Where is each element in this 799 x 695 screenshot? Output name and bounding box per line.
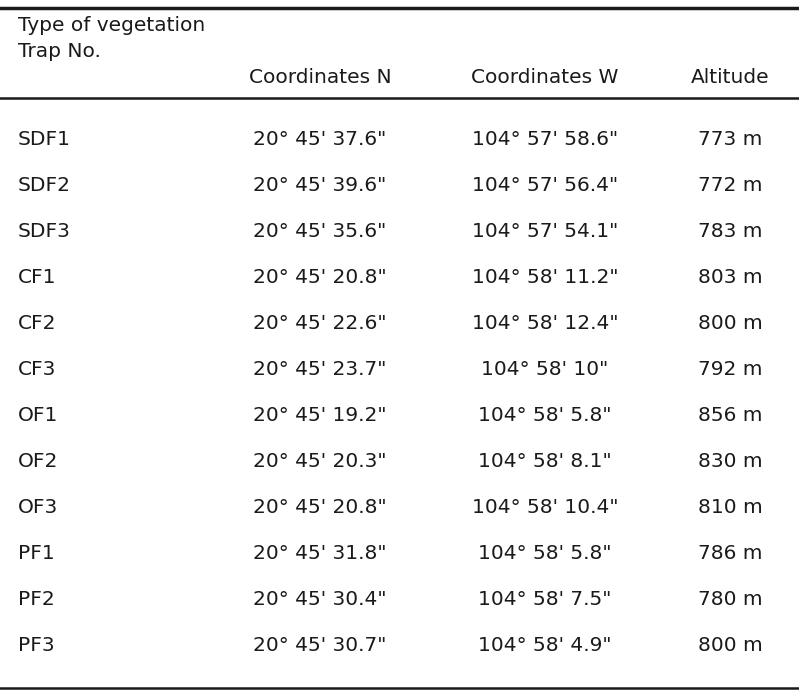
Text: 20° 45' 37.6": 20° 45' 37.6": [253, 130, 387, 149]
Text: 104° 58' 4.9": 104° 58' 4.9": [479, 636, 612, 655]
Text: PF2: PF2: [18, 590, 55, 609]
Text: 792 m: 792 m: [698, 360, 762, 379]
Text: 772 m: 772 m: [698, 176, 762, 195]
Text: 20° 45' 22.6": 20° 45' 22.6": [253, 314, 387, 333]
Text: PF1: PF1: [18, 544, 55, 563]
Text: SDF3: SDF3: [18, 222, 71, 241]
Text: 803 m: 803 m: [698, 268, 762, 287]
Text: 20° 45' 30.4": 20° 45' 30.4": [253, 590, 387, 609]
Text: 104° 58' 7.5": 104° 58' 7.5": [479, 590, 612, 609]
Text: Coordinates W: Coordinates W: [471, 68, 618, 87]
Text: OF2: OF2: [18, 452, 58, 471]
Text: 20° 45' 20.8": 20° 45' 20.8": [253, 268, 387, 287]
Text: 20° 45' 23.7": 20° 45' 23.7": [253, 360, 387, 379]
Text: 856 m: 856 m: [698, 406, 762, 425]
Text: Altitude: Altitude: [690, 68, 769, 87]
Text: 20° 45' 39.6": 20° 45' 39.6": [253, 176, 387, 195]
Text: CF3: CF3: [18, 360, 57, 379]
Text: 20° 45' 20.8": 20° 45' 20.8": [253, 498, 387, 517]
Text: SDF1: SDF1: [18, 130, 71, 149]
Text: SDF2: SDF2: [18, 176, 71, 195]
Text: Type of vegetation: Type of vegetation: [18, 16, 205, 35]
Text: 20° 45' 19.2": 20° 45' 19.2": [253, 406, 387, 425]
Text: Coordinates N: Coordinates N: [248, 68, 392, 87]
Text: 20° 45' 31.8": 20° 45' 31.8": [253, 544, 387, 563]
Text: Trap No.: Trap No.: [18, 42, 101, 61]
Text: CF2: CF2: [18, 314, 57, 333]
Text: 783 m: 783 m: [698, 222, 762, 241]
Text: PF3: PF3: [18, 636, 54, 655]
Text: OF1: OF1: [18, 406, 58, 425]
Text: 780 m: 780 m: [698, 590, 762, 609]
Text: 104° 58' 10.4": 104° 58' 10.4": [471, 498, 618, 517]
Text: 104° 58' 12.4": 104° 58' 12.4": [471, 314, 618, 333]
Text: 20° 45' 35.6": 20° 45' 35.6": [253, 222, 387, 241]
Text: 104° 57' 56.4": 104° 57' 56.4": [472, 176, 618, 195]
Text: 104° 57' 58.6": 104° 57' 58.6": [472, 130, 618, 149]
Text: 104° 58' 11.2": 104° 58' 11.2": [471, 268, 618, 287]
Text: 104° 58' 10": 104° 58' 10": [481, 360, 609, 379]
Text: 810 m: 810 m: [698, 498, 762, 517]
Text: 104° 58' 8.1": 104° 58' 8.1": [478, 452, 612, 471]
Text: 20° 45' 20.3": 20° 45' 20.3": [253, 452, 387, 471]
Text: 786 m: 786 m: [698, 544, 762, 563]
Text: 104° 57' 54.1": 104° 57' 54.1": [472, 222, 618, 241]
Text: 773 m: 773 m: [698, 130, 762, 149]
Text: 800 m: 800 m: [698, 314, 762, 333]
Text: CF1: CF1: [18, 268, 57, 287]
Text: OF3: OF3: [18, 498, 58, 517]
Text: 20° 45' 30.7": 20° 45' 30.7": [253, 636, 387, 655]
Text: 800 m: 800 m: [698, 636, 762, 655]
Text: 830 m: 830 m: [698, 452, 762, 471]
Text: 104° 58' 5.8": 104° 58' 5.8": [479, 544, 612, 563]
Text: 104° 58' 5.8": 104° 58' 5.8": [479, 406, 612, 425]
